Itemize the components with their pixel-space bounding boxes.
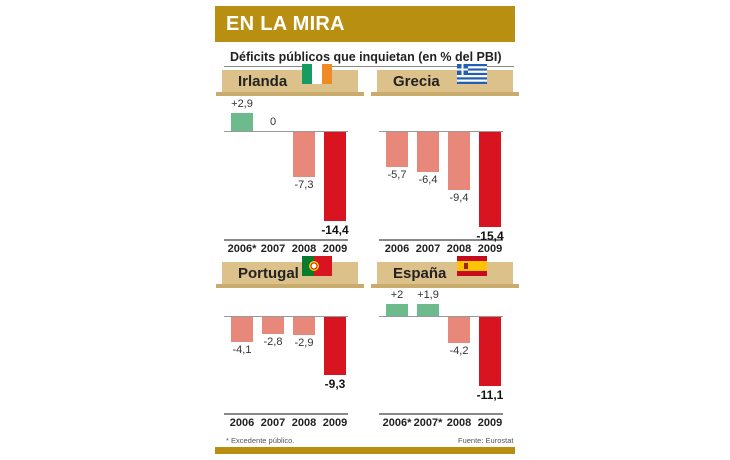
year-tick-label: 2009 (477, 243, 503, 255)
bar (479, 132, 501, 228)
bar (386, 303, 408, 316)
source: Fuente: Eurostat (458, 436, 514, 445)
data-label: +2,9 (231, 98, 253, 111)
data-label: -9,4 (449, 192, 469, 205)
country-name: Irlanda (238, 73, 288, 90)
chart-subtitle: Déficits públicos que inquietan (en % de… (230, 50, 502, 64)
bar (231, 113, 253, 131)
zero-line (379, 131, 503, 132)
footer-bar (215, 447, 515, 454)
greece-flag-icon (457, 64, 487, 84)
year-tick-label: 2006* (227, 243, 257, 255)
data-label: -5,7 (387, 169, 407, 182)
zero-line (224, 316, 348, 317)
data-label: 0 (269, 116, 277, 128)
data-label: -4,1 (232, 344, 252, 357)
data-label: -4,2 (449, 345, 469, 358)
banner-shadow (216, 284, 364, 288)
bar (293, 132, 315, 178)
x-axis-line (379, 413, 503, 415)
data-label: +2 (390, 288, 404, 301)
data-label: -15,4 (476, 229, 504, 244)
bar (479, 317, 501, 386)
year-tick-label: 2009 (477, 417, 503, 429)
year-tick-label: 2007 (260, 417, 286, 429)
data-label: -2,8 (263, 336, 283, 349)
data-label: -6,4 (418, 173, 438, 186)
data-label: -11,1 (476, 387, 504, 402)
x-axis-line (379, 239, 503, 241)
year-tick-label: 2006 (384, 243, 410, 255)
country-banner: Grecia (371, 64, 519, 96)
data-label: +1,9 (417, 289, 439, 302)
year-tick-label: 2009 (322, 243, 348, 255)
year-tick-label: 2006 (229, 417, 255, 429)
data-label: -9,3 (324, 376, 346, 391)
ireland-flag-icon (302, 64, 332, 84)
year-tick-label: 2007 (260, 243, 286, 255)
year-tick-label: 2008 (291, 417, 317, 429)
footnote: * Excedente público. (226, 436, 295, 445)
header-bar: EN LA MIRA (215, 6, 515, 42)
banner-shadow (371, 284, 519, 288)
portugal-flag-icon (302, 256, 332, 276)
data-label: -2,9 (294, 336, 314, 349)
bar (448, 317, 470, 344)
bar (231, 317, 253, 343)
year-tick-label: 2009 (322, 417, 348, 429)
year-tick-label: 2006* (382, 417, 412, 429)
data-label: -14,4 (321, 223, 349, 238)
data-label: -7,3 (294, 179, 314, 192)
country-name: Grecia (393, 73, 440, 90)
year-tick-label: 2008 (446, 243, 472, 255)
year-tick-label: 2007 (415, 243, 441, 255)
bar (417, 304, 439, 316)
x-axis-line (224, 239, 348, 241)
x-axis-line (224, 413, 348, 415)
year-tick-label: 2008 (291, 243, 317, 255)
banner-shadow (371, 92, 519, 96)
zero-line (224, 131, 348, 132)
bar (324, 317, 346, 375)
country-banner: España (371, 256, 519, 288)
divider (224, 66, 514, 67)
year-tick-label: 2007* (413, 417, 443, 429)
year-tick-label: 2008 (446, 417, 472, 429)
country-banner: Irlanda (216, 64, 364, 96)
bar (386, 132, 408, 168)
spain-flag-icon (457, 256, 487, 276)
bar (293, 317, 315, 335)
country-name: Portugal (238, 265, 299, 282)
banner-shadow (216, 92, 364, 96)
country-name: España (393, 265, 447, 282)
header-title: EN LA MIRA (226, 13, 345, 35)
zero-line (379, 316, 503, 317)
bar (448, 132, 470, 191)
bar (262, 317, 284, 335)
country-banner: Portugal (216, 256, 364, 288)
bar (324, 132, 346, 222)
bar (417, 132, 439, 172)
